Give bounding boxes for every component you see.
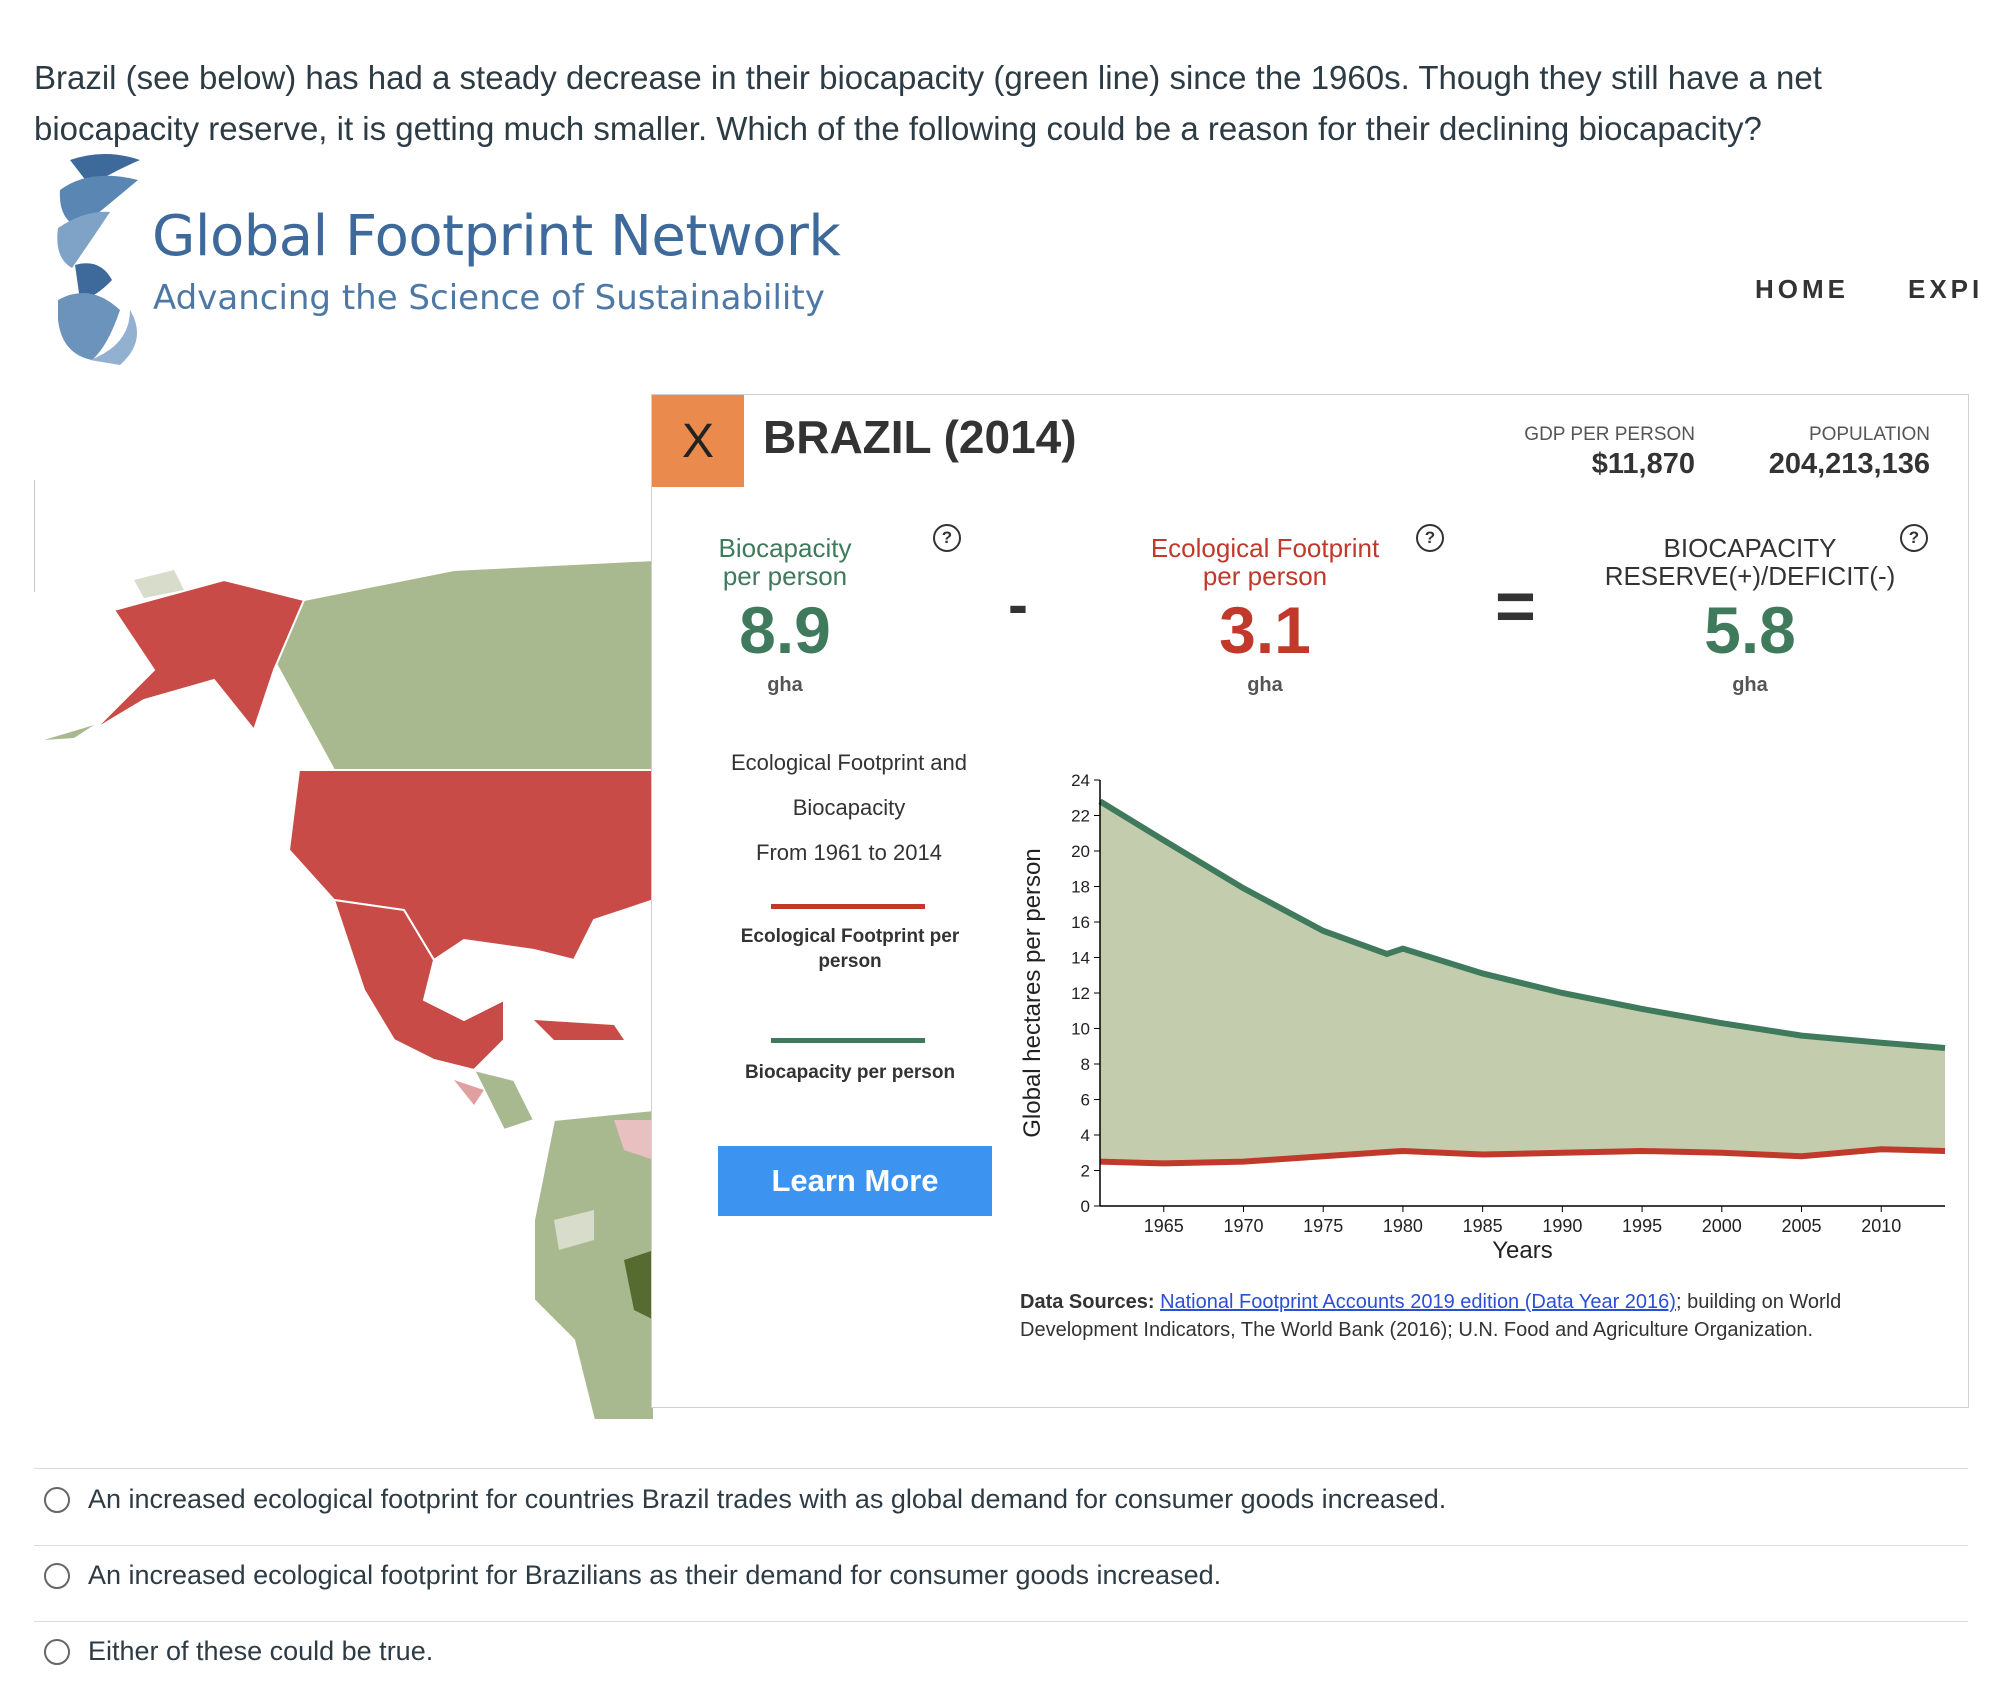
legend-footprint-label: Ecological Footprint per person — [740, 926, 960, 972]
reserve-title-line1: BIOCAPACITY — [1663, 533, 1837, 563]
y-tick-label: 10 — [1071, 1020, 1090, 1039]
footprint-logo-icon — [57, 154, 140, 365]
reserve-value: 5.8 — [1704, 593, 1796, 667]
biocapacity-title: Biocapacity per person — [690, 534, 880, 590]
site-title[interactable]: Global Footprint Network — [152, 204, 841, 269]
y-tick-label: 8 — [1081, 1055, 1090, 1074]
legend-footprint-swatch — [771, 904, 925, 909]
biocapacity-title-line1: Biocapacity — [718, 533, 852, 563]
x-axis-label: Years — [1492, 1237, 1553, 1264]
footprint-value: 3.1 — [1219, 593, 1311, 667]
site-tagline: Advancing the Science of Sustainability — [153, 278, 825, 318]
y-tick-label: 18 — [1071, 878, 1090, 897]
data-sources: Data Sources: National Footprint Account… — [1020, 1288, 1950, 1344]
biocapacity-value: 8.9 — [739, 593, 831, 667]
x-tick-label: 2010 — [1861, 1216, 1901, 1236]
x-tick-label: 1965 — [1144, 1216, 1184, 1236]
radio-button[interactable] — [44, 1562, 70, 1589]
y-tick-label: 4 — [1081, 1126, 1090, 1145]
x-tick-label: 1980 — [1383, 1216, 1423, 1236]
footprint-line — [1099, 1146, 1946, 1167]
y-tick-label: 0 — [1081, 1197, 1090, 1216]
population-value: 204,213,136 — [1768, 448, 1930, 480]
x-tick-label: 1990 — [1542, 1216, 1582, 1236]
population-label: POPULATION — [1808, 424, 1930, 445]
y-tick-label: 20 — [1071, 842, 1090, 861]
nav-explore[interactable]: EXPI — [1908, 274, 1984, 304]
y-tick-label: 6 — [1081, 1091, 1090, 1110]
footprint-title-line1: Ecological Footprint — [1150, 533, 1380, 563]
country-popup — [651, 394, 1969, 1408]
country-title: BRAZIL (2014) — [763, 411, 1077, 463]
minus-sign: - — [1008, 571, 1028, 638]
y-axis-label: Global hectares per person — [1019, 848, 1046, 1138]
chart-heading: Ecological Footprint and Biocapacity Fro… — [718, 740, 980, 875]
world-map[interactable] — [34, 480, 734, 1420]
legend-biocapacity-label: Biocapacity per person — [744, 1062, 956, 1083]
answer-option[interactable]: An increased ecological footprint for co… — [44, 1484, 1446, 1515]
help-icon[interactable]: ? — [1416, 524, 1444, 552]
chart-heading-line3: From 1961 to 2014 — [756, 840, 942, 865]
gdp-value: $11,870 — [1591, 448, 1695, 480]
answer-option[interactable]: An increased ecological footprint for Br… — [44, 1560, 1221, 1591]
legend-biocapacity-swatch — [771, 1038, 925, 1043]
nav-home[interactable]: HOME — [1755, 274, 1849, 304]
radio-button[interactable] — [44, 1486, 70, 1513]
sources-text: ; building on World Development Indicato… — [1020, 1291, 1842, 1341]
x-tick-label: 1975 — [1303, 1216, 1343, 1236]
y-tick-label: 12 — [1071, 984, 1090, 1003]
learn-more-button[interactable]: Learn More — [718, 1146, 992, 1216]
x-tick-label: 2000 — [1702, 1216, 1742, 1236]
equals-sign: = — [1495, 567, 1536, 645]
x-tick-label: 1995 — [1622, 1216, 1662, 1236]
chart-heading-line2: Biocapacity — [792, 795, 906, 820]
sources-link[interactable]: National Footprint Accounts 2019 edition… — [1160, 1291, 1676, 1313]
radio-button[interactable] — [44, 1638, 70, 1665]
answer-option[interactable]: Either of these could be true. — [44, 1636, 433, 1667]
divider — [34, 1621, 1968, 1622]
help-icon[interactable]: ? — [933, 524, 961, 552]
map-border — [34, 480, 35, 592]
answer-label: Either of these could be true. — [88, 1636, 434, 1666]
biocapacity-line — [1098, 798, 1946, 1052]
biocapacity-unit: gha — [767, 674, 803, 696]
close-button[interactable]: X — [652, 395, 744, 487]
divider — [34, 1468, 1968, 1469]
footprint-title-line2: per person — [1202, 561, 1328, 591]
answer-label: An increased ecological footprint for Br… — [88, 1560, 1222, 1590]
footprint-unit: gha — [1247, 674, 1283, 696]
question-text: Brazil (see below) has had a steady decr… — [34, 59, 1822, 147]
reserve-title: BIOCAPACITY RESERVE(+)/DEFICIT(-) — [1600, 534, 1900, 590]
reserve-area — [1100, 801, 1945, 1164]
y-tick-label: 22 — [1071, 807, 1090, 826]
answer-label: An increased ecological footprint for co… — [88, 1484, 1447, 1514]
gdp-label: GDP PER PERSON — [1524, 424, 1695, 445]
x-tick-label: 1985 — [1463, 1216, 1503, 1236]
divider — [34, 1545, 1968, 1546]
x-tick-label: 2005 — [1781, 1216, 1821, 1236]
y-tick-label: 16 — [1071, 913, 1090, 932]
help-icon[interactable]: ? — [1900, 524, 1928, 552]
x-tick-label: 1970 — [1223, 1216, 1263, 1236]
sources-label: Data Sources: — [1020, 1291, 1155, 1313]
chart-heading-line1: Ecological Footprint and — [730, 750, 968, 775]
biocapacity-title-line2: per person — [722, 561, 848, 591]
y-tick-label: 2 — [1081, 1162, 1090, 1181]
y-tick-label: 14 — [1071, 949, 1090, 968]
reserve-unit: gha — [1732, 674, 1768, 696]
reserve-title-line2: RESERVE(+)/DEFICIT(-) — [1604, 561, 1896, 591]
y-tick-label: 24 — [1071, 771, 1090, 790]
footprint-title: Ecological Footprint per person — [1130, 534, 1400, 590]
